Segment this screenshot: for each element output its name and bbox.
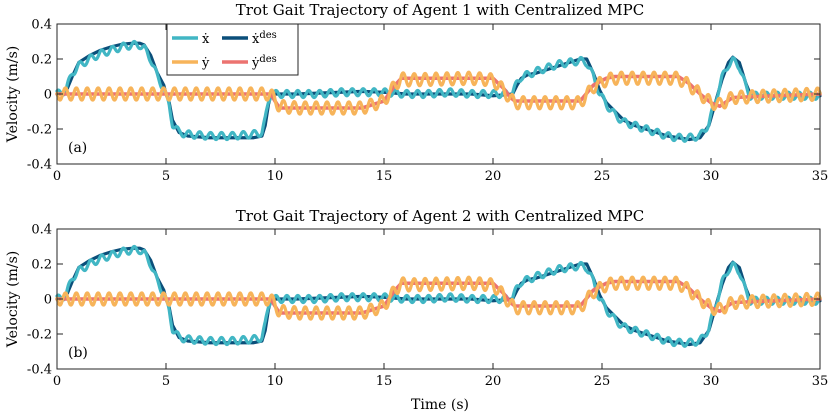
series-line-ydot xyxy=(55,275,822,321)
x-tick-label: 30 xyxy=(703,374,720,389)
x-tick-label: 25 xyxy=(594,374,611,389)
x-tick-label: 20 xyxy=(485,374,502,389)
legend-label-xdot: ẋ xyxy=(202,32,210,47)
x-tick-label: 35 xyxy=(812,169,829,184)
chart-panel-b: Trot Gait Trajectory of Agent 2 with Cen… xyxy=(5,207,828,413)
x-tick-label: 15 xyxy=(376,374,393,389)
legend-label-ydot-des: ẏdes xyxy=(251,54,277,71)
x-tick-label: 25 xyxy=(594,169,611,184)
y-tick-label: 0.4 xyxy=(31,223,52,238)
x-tick-label: 20 xyxy=(485,169,502,184)
x-tick-label: 0 xyxy=(53,374,61,389)
y-tick-label: 0.4 xyxy=(31,18,52,33)
x-tick-label: 15 xyxy=(376,169,393,184)
x-axis-label: Time (s) xyxy=(411,397,469,413)
y-tick-label: -0.2 xyxy=(27,123,52,138)
series-group xyxy=(55,244,822,348)
legend: ẋ ẋdes ẏ ẏdes xyxy=(166,23,299,76)
y-axis-ticks: -0.4 -0.2 0 0.2 0.4 xyxy=(27,18,820,173)
y-tick-label: -0.2 xyxy=(27,328,52,343)
y-axis-label: Velocity (m/s) xyxy=(5,251,21,348)
x-tick-label: 35 xyxy=(812,374,829,389)
series-line-ydot xyxy=(55,70,822,116)
chart-panel-a: Trot Gait Trajectory of Agent 1 with Cen… xyxy=(5,1,828,184)
x-tick-label: 10 xyxy=(267,374,284,389)
x-axis-ticks: 0 5 10 15 20 25 30 35 xyxy=(53,24,828,184)
series-group xyxy=(55,39,822,143)
x-tick-label: 10 xyxy=(267,169,284,184)
chart-title: Trot Gait Trajectory of Agent 1 with Cen… xyxy=(236,1,644,19)
x-tick-label: 0 xyxy=(53,169,61,184)
y-axis-ticks: -0.4 -0.2 0 0.2 0.4 xyxy=(27,223,820,378)
legend-box xyxy=(166,23,299,76)
y-tick-label: 0.2 xyxy=(31,258,52,273)
series-line-xdot xyxy=(55,244,822,348)
y-tick-label: -0.4 xyxy=(27,363,52,378)
x-tick-label: 5 xyxy=(162,374,170,389)
series-line-xdot xyxy=(55,39,822,143)
y-axis-label: Velocity (m/s) xyxy=(5,46,21,143)
y-tick-label: -0.4 xyxy=(27,158,52,173)
chart-title: Trot Gait Trajectory of Agent 2 with Cen… xyxy=(236,207,644,225)
x-tick-label: 30 xyxy=(703,169,720,184)
legend-label-xdot-des: ẋdes xyxy=(252,30,277,47)
legend-label-ydot: ẏ xyxy=(201,56,210,71)
x-axis-ticks: 0 5 10 15 20 25 30 35 xyxy=(53,229,828,389)
y-tick-label: 0 xyxy=(44,293,52,308)
y-tick-label: 0.2 xyxy=(31,53,52,68)
panel-label: (a) xyxy=(68,140,87,156)
panel-label: (b) xyxy=(68,345,88,361)
y-tick-label: 0 xyxy=(44,88,52,103)
x-tick-label: 5 xyxy=(162,169,170,184)
